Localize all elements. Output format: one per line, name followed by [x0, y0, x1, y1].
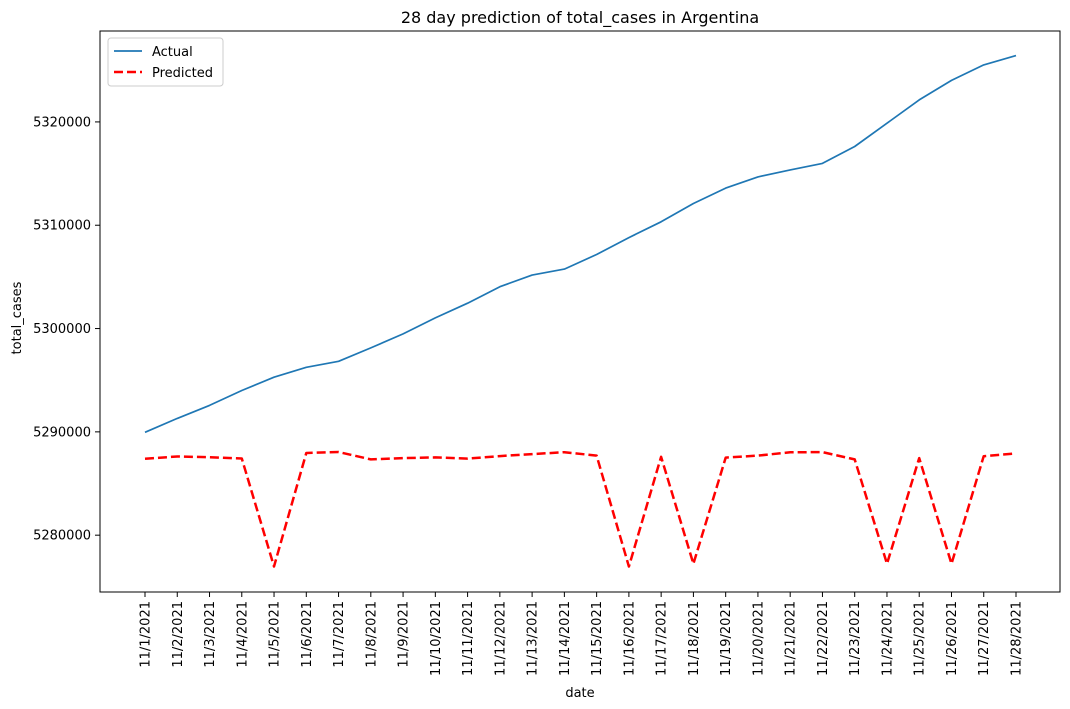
- x-tick-label: 11/7/2021: [332, 601, 347, 668]
- actual-series-line: [144, 54, 1017, 434]
- x-tick-label: 11/27/2021: [977, 601, 992, 676]
- legend-box: [107, 37, 224, 87]
- y-tick-label: 5310000: [33, 219, 91, 234]
- x-tick-label: 11/18/2021: [687, 601, 702, 676]
- x-tick-label: 11/19/2021: [719, 601, 734, 676]
- predicted-series-line: [144, 450, 1017, 568]
- y-tick-label: 5280000: [33, 529, 91, 544]
- y-tick-label: 5320000: [33, 115, 91, 130]
- x-tick-label: 11/26/2021: [945, 601, 960, 676]
- y-tick-label: 5300000: [33, 322, 91, 337]
- x-tick-label: 11/3/2021: [203, 601, 218, 668]
- x-tick-label: 11/8/2021: [364, 601, 379, 668]
- x-tick-label: 11/16/2021: [622, 601, 637, 676]
- x-tick-label: 11/21/2021: [784, 601, 799, 676]
- legend-label-predicted: Predicted: [152, 66, 213, 81]
- x-tick-label: 11/10/2021: [429, 601, 444, 676]
- x-tick-label: 11/13/2021: [526, 601, 541, 676]
- chart-title: 28 day prediction of total_cases in Arge…: [401, 8, 759, 28]
- plot-frame: [99, 30, 1061, 593]
- x-tick-label: 11/14/2021: [558, 601, 573, 676]
- x-tick-label: 11/25/2021: [913, 601, 928, 676]
- x-tick-label: 11/28/2021: [1010, 601, 1025, 676]
- y-axis-label: total_cases: [10, 281, 25, 354]
- x-tick-label: 11/20/2021: [751, 601, 766, 676]
- x-tick-label: 11/2/2021: [171, 601, 186, 668]
- x-tick-label: 11/11/2021: [461, 601, 476, 676]
- x-tick-label: 11/4/2021: [235, 601, 250, 668]
- x-tick-label: 11/15/2021: [590, 601, 605, 676]
- x-tick-label: 11/12/2021: [493, 601, 508, 676]
- legend-label-actual: Actual: [152, 45, 193, 60]
- x-tick-label: 11/23/2021: [848, 601, 863, 676]
- plot-area: 11/1/2021 11/2/2021 11/3/2021 11/4/2021 11/5…: [33, 30, 1061, 676]
- x-tick-label: 11/9/2021: [397, 601, 412, 668]
- x-tick-label: 11/22/2021: [816, 601, 831, 676]
- x-tick-label: 11/24/2021: [880, 601, 895, 676]
- x-tick-label: 11/17/2021: [655, 601, 670, 676]
- x-tick-label: 11/1/2021: [139, 601, 154, 668]
- x-tick-label: 11/6/2021: [300, 601, 315, 668]
- y-tick-label: 5290000: [33, 425, 91, 440]
- x-axis-label: date: [565, 686, 594, 701]
- x-tick-label: 11/5/2021: [268, 601, 283, 668]
